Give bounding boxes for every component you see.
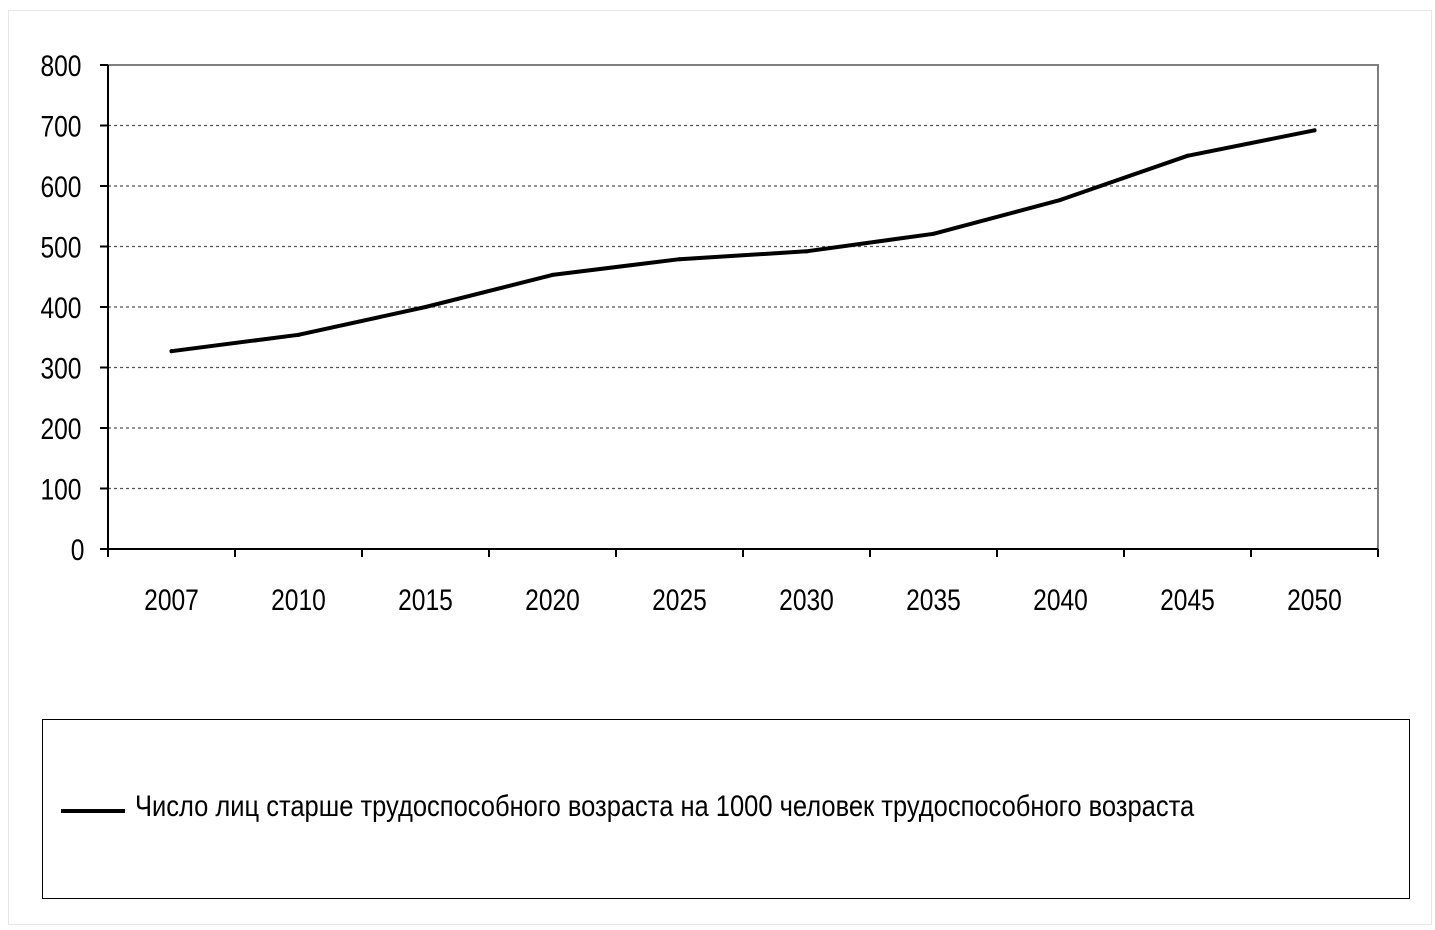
y-tick-label: 100 <box>40 472 81 506</box>
y-axis-tick-labels: 0 100 200 300 400 500 600 700 800 <box>40 49 84 567</box>
y-tick-label: 400 <box>40 291 81 325</box>
data-point <box>931 231 936 236</box>
x-tick-label: 2025 <box>652 583 707 617</box>
data-point <box>296 332 301 337</box>
series-line-0 <box>169 128 1317 354</box>
x-tick-label: 2040 <box>1033 583 1088 617</box>
x-tick-label: 2030 <box>779 583 834 617</box>
y-tick-label: 700 <box>40 109 81 143</box>
y-tick-label: 500 <box>40 230 81 264</box>
x-axis-tick-labels: 2007 2010 2015 2020 2025 2030 2035 2040 2045 2050 <box>144 583 1342 617</box>
x-tick-label: 2045 <box>1160 583 1215 617</box>
data-point <box>804 249 809 254</box>
y-tick-label: 200 <box>40 412 81 446</box>
data-point <box>677 257 682 262</box>
y-tick-label: 600 <box>40 170 81 204</box>
gridlines <box>108 124 1378 490</box>
x-tick-label: 2035 <box>906 583 961 617</box>
data-point <box>1185 153 1190 158</box>
plot-area <box>107 64 1379 550</box>
x-tick-label: 2010 <box>271 583 326 617</box>
x-tick-label: 2015 <box>398 583 453 617</box>
x-tick-label: 2007 <box>144 583 199 617</box>
series-lines <box>169 128 1317 354</box>
y-tick-label: 0 <box>71 533 85 567</box>
data-point <box>550 272 555 277</box>
y-tick-label: 300 <box>40 351 81 385</box>
legend-entry-label: Число лиц старше трудоспособного возраст… <box>135 790 1195 823</box>
legend-line-swatch <box>61 809 125 813</box>
x-tick-label: 2050 <box>1287 583 1342 617</box>
data-point <box>1058 197 1063 202</box>
y-tick-label: 800 <box>40 49 81 83</box>
data-point <box>169 349 174 354</box>
axes <box>100 64 1379 557</box>
data-point <box>1312 128 1317 133</box>
legend: Число лиц старше трудоспособного возраст… <box>42 719 1410 899</box>
data-point <box>423 305 428 309</box>
x-tick-label: 2020 <box>525 583 580 617</box>
chart-frame <box>8 10 1432 925</box>
